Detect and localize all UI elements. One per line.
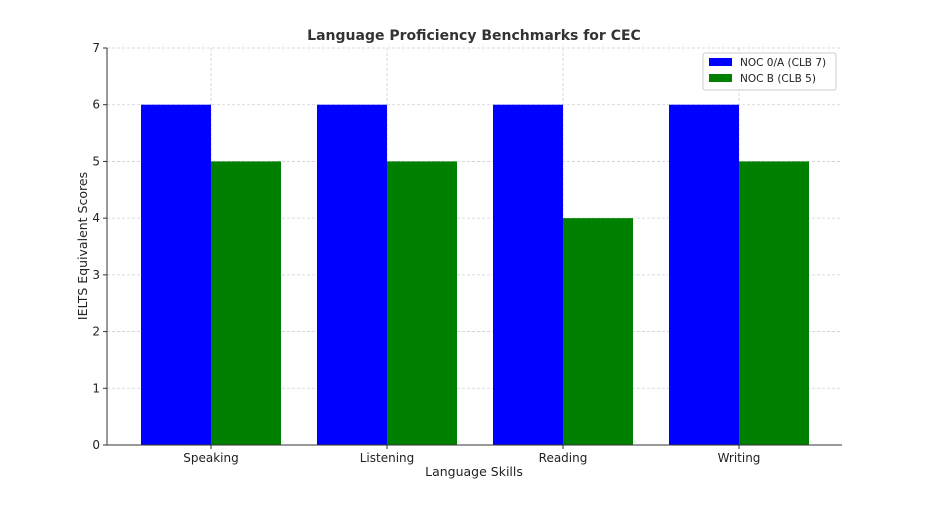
legend-swatch [709,58,732,66]
chart-title: Language Proficiency Benchmarks for CEC [307,28,641,44]
x-tick-label-listening: Listening [360,451,415,465]
y-tick-label: 7 [92,41,100,55]
y-tick-label: 5 [92,154,100,168]
bar-series2-writing [739,161,809,445]
x-tick-label-writing: Writing [718,451,761,465]
x-tick-label-reading: Reading [539,451,588,465]
bar-series1-speaking [141,104,211,445]
bar-series2-speaking [211,161,281,445]
y-tick-label: 1 [92,381,100,395]
y-tick-label: 3 [92,268,100,282]
x-axis-title: Language Skills [425,464,523,479]
bar-series2-reading [563,218,633,445]
legend-label: NOC B (CLB 5) [740,73,816,85]
bar-series1-listening [317,104,387,445]
x-tick-label-speaking: Speaking [183,451,238,465]
bar-series2-listening [387,161,457,445]
bars [141,104,809,445]
ticks: 0 1 2 3 4 5 6 7 Speaking Listening Reading Writing [92,41,760,465]
legend-label: NOC 0/A (CLB 7) [740,57,826,69]
y-tick-label: 4 [92,211,100,225]
y-tick-label: 0 [92,438,100,452]
y-axis-title: IELTS Equivalent Scores [75,172,90,320]
bar-series1-writing [669,104,739,445]
bar-series1-reading [493,104,563,445]
legend-box [702,52,837,91]
axes [106,48,842,446]
y-tick-label: 6 [92,98,100,112]
y-tick-label: 2 [92,325,100,339]
legend: NOC 0/A (CLB 7) NOC B (CLB 5) [702,52,837,91]
legend-swatch [709,74,732,82]
